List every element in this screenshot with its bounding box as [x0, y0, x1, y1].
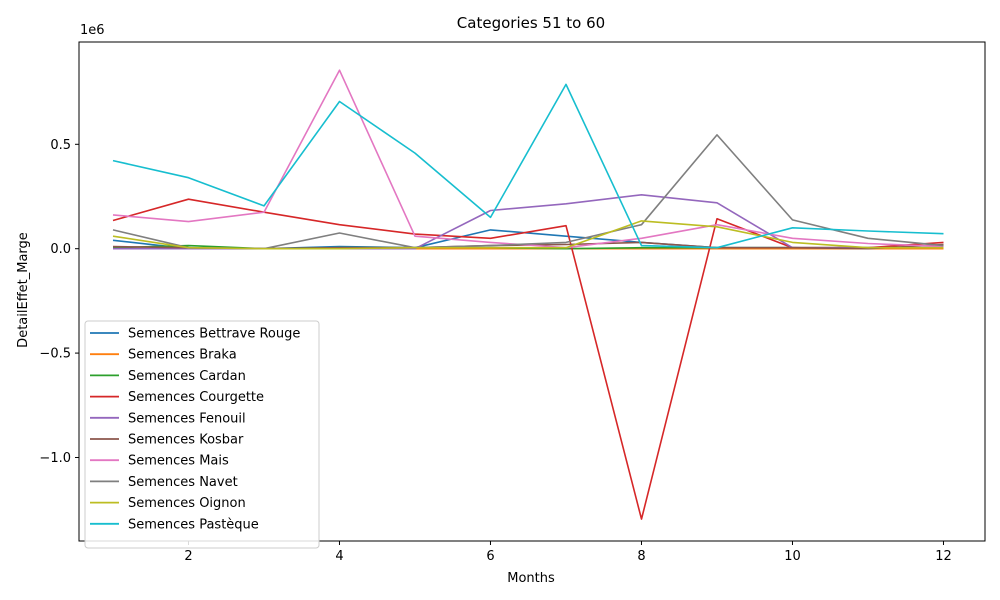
x-tick-label: 4: [335, 549, 343, 564]
series-line-10: [112, 83, 944, 249]
legend-label-10: Semences Pastèque: [128, 517, 259, 532]
legend-label-5: Semences Fenouil: [128, 411, 246, 426]
legend-label-3: Semences Cardan: [128, 369, 246, 384]
legend-label-9: Semences Oignon: [128, 496, 246, 511]
x-tick-label: 2: [184, 549, 192, 564]
axes-frame: [78, 41, 986, 542]
x-tick-label: 6: [486, 549, 494, 564]
legend-label-4: Semences Courgette: [128, 390, 264, 405]
y-tick-label: 0.0: [50, 242, 71, 257]
x-tick-label: 8: [637, 549, 645, 564]
legend-label-6: Semences Kosbar: [128, 433, 244, 448]
y-axis-label: DetailEffet_Marge: [16, 232, 31, 348]
y-tick-label: 0.5: [50, 138, 71, 153]
legend-label-8: Semences Navet: [128, 475, 238, 490]
legend-label-1: Semences Bettrave Rouge: [128, 327, 300, 342]
legend-label-7: Semences Mais: [128, 454, 229, 469]
x-tick-label: 10: [784, 549, 801, 564]
legend: Semences Bettrave Rouge Semences Braka Sem…: [84, 320, 320, 549]
y-offset-label: 1e6: [80, 23, 105, 38]
x-tick-label: 12: [935, 549, 952, 564]
x-axis-label: Months: [507, 571, 555, 586]
y-tick-label: −0.5: [39, 347, 71, 362]
series-line-7: [112, 69, 944, 249]
series-line-9: [112, 220, 944, 250]
legend-box: [84, 320, 320, 549]
y-tick-label: −1.0: [39, 451, 71, 466]
axis-ticks: 2 4 6 8 10 12 −1.0 −0.5 0.0 0.5: [39, 138, 951, 564]
legend-label-2: Semences Braka: [128, 348, 237, 363]
plot-area: [78, 41, 986, 542]
chart-title: Categories 51 to 60: [457, 14, 605, 32]
